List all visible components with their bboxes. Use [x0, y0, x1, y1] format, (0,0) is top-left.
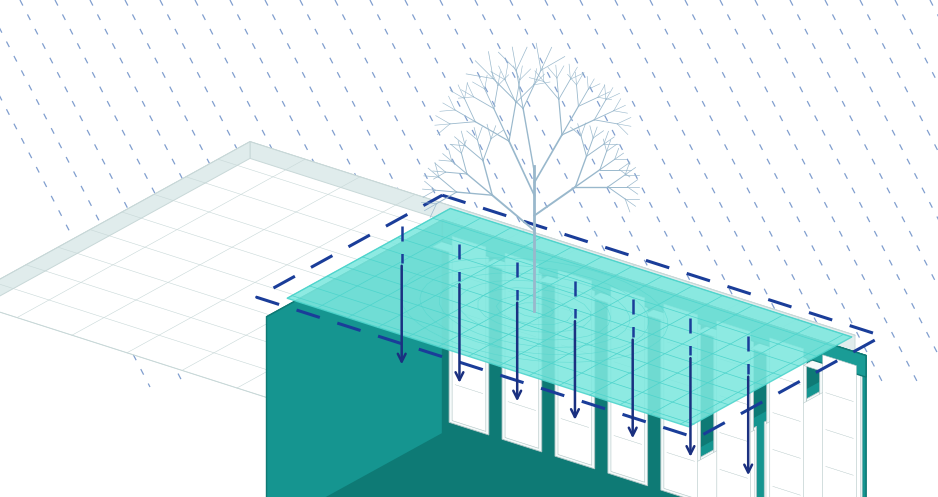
Polygon shape — [558, 270, 592, 465]
Polygon shape — [729, 426, 757, 497]
Polygon shape — [799, 388, 827, 497]
Polygon shape — [443, 220, 866, 377]
Polygon shape — [766, 334, 807, 497]
Polygon shape — [770, 338, 804, 497]
Polygon shape — [287, 208, 852, 427]
Polygon shape — [449, 233, 489, 435]
Polygon shape — [731, 430, 755, 497]
Polygon shape — [766, 411, 790, 497]
Polygon shape — [717, 321, 750, 497]
Polygon shape — [698, 321, 750, 342]
Polygon shape — [0, 142, 855, 494]
Polygon shape — [801, 391, 825, 497]
Polygon shape — [592, 287, 644, 309]
Polygon shape — [486, 253, 538, 274]
Polygon shape — [443, 220, 866, 497]
Polygon shape — [820, 351, 859, 497]
Polygon shape — [661, 300, 701, 497]
Polygon shape — [694, 446, 721, 497]
Polygon shape — [690, 355, 866, 497]
Polygon shape — [505, 253, 538, 448]
Polygon shape — [750, 338, 804, 359]
Polygon shape — [804, 355, 856, 376]
Polygon shape — [664, 304, 698, 497]
Polygon shape — [250, 142, 855, 352]
Polygon shape — [714, 318, 753, 497]
Polygon shape — [608, 283, 647, 486]
Polygon shape — [502, 249, 542, 452]
Polygon shape — [835, 368, 862, 497]
Polygon shape — [823, 355, 856, 497]
Polygon shape — [837, 372, 860, 497]
Polygon shape — [696, 449, 719, 497]
Polygon shape — [266, 220, 866, 452]
Polygon shape — [644, 304, 698, 326]
Polygon shape — [266, 220, 443, 497]
Polygon shape — [555, 266, 595, 469]
Polygon shape — [452, 236, 486, 431]
Polygon shape — [266, 433, 866, 497]
Polygon shape — [0, 142, 250, 317]
Polygon shape — [611, 287, 644, 482]
Polygon shape — [764, 407, 792, 497]
Polygon shape — [433, 236, 486, 257]
Polygon shape — [538, 270, 592, 292]
